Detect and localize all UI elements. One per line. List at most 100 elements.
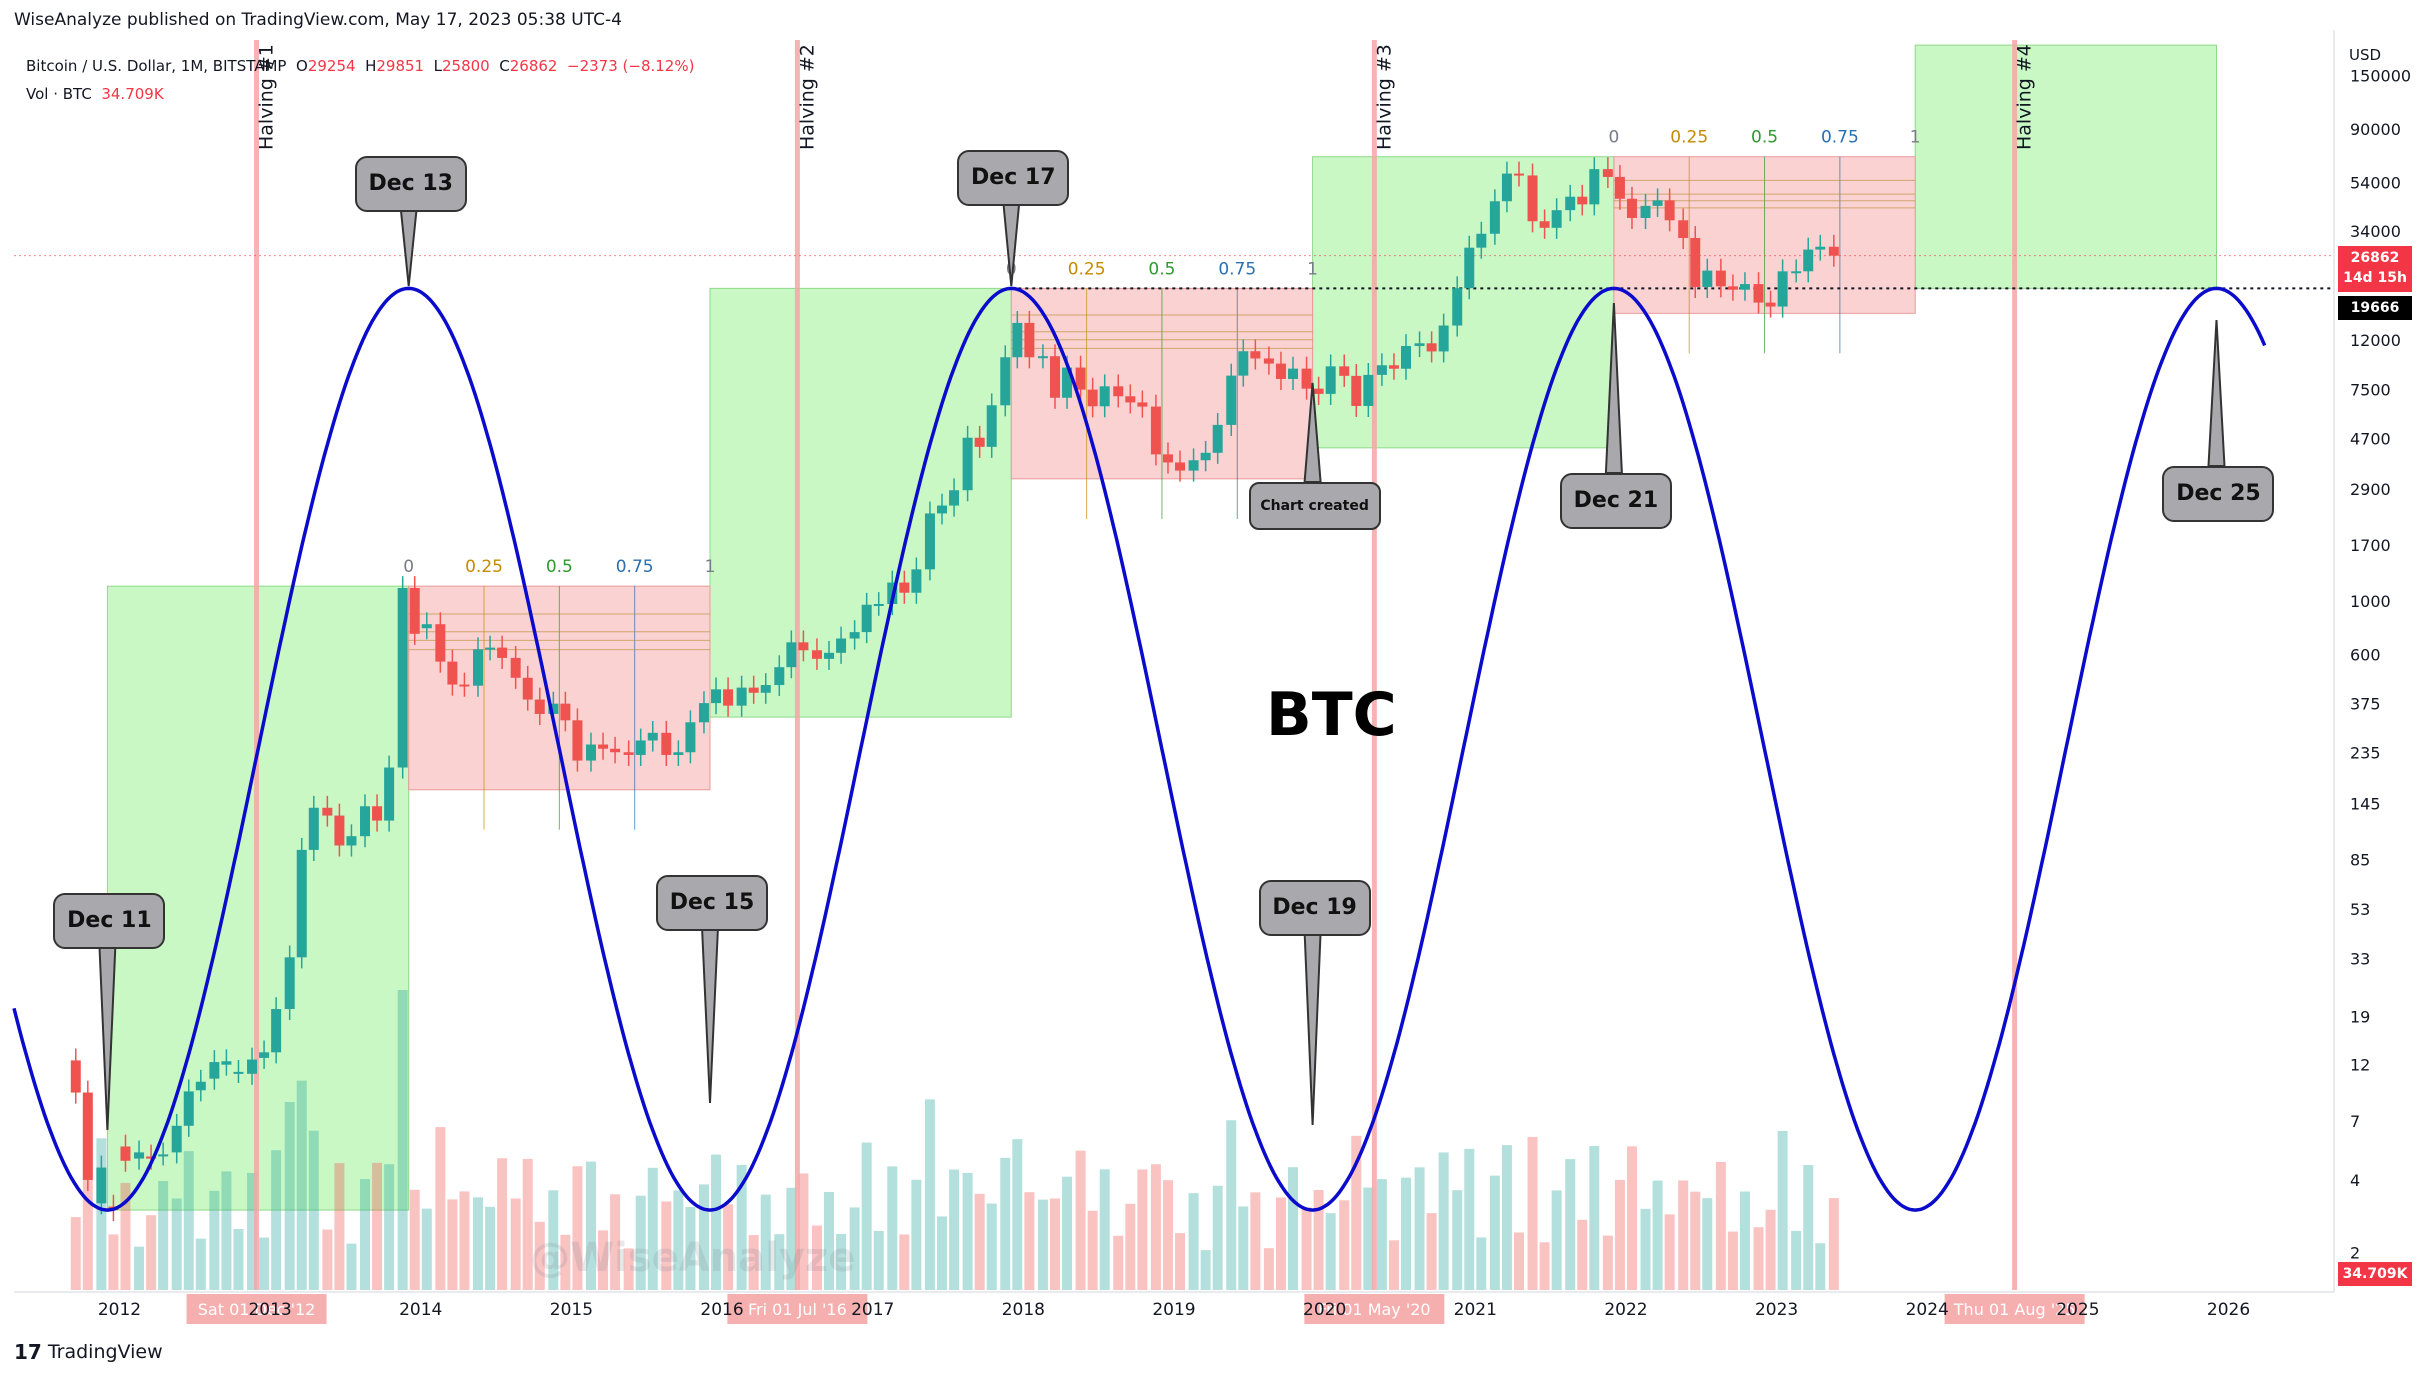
candle-body (1438, 325, 1449, 352)
volume-bar (861, 1142, 872, 1290)
candle-body (1527, 175, 1538, 222)
candle-body (1388, 365, 1399, 369)
candle-body (534, 699, 545, 714)
x-tick-label: 2017 (851, 1300, 894, 1320)
candle-body (1765, 302, 1776, 307)
fib-label-1-3: 0.75 (1218, 259, 1256, 279)
volume-bar (1678, 1180, 1689, 1290)
bull-zone-2 (1312, 156, 1615, 449)
halving-date-badge-3 (1304, 1294, 1445, 1324)
volume-bar (661, 1201, 672, 1290)
y-tick-label: 375 (2350, 695, 2381, 714)
countdown-value: 14d 15h (2343, 270, 2407, 286)
volume-bar (1313, 1189, 1324, 1290)
volume-bar (760, 1194, 771, 1290)
volume-bar (360, 1179, 371, 1290)
x-tick-label: 2012 (98, 1300, 141, 1320)
volume-bar (1275, 1197, 1286, 1290)
volume-bar (1753, 1227, 1764, 1290)
y-tick-label: 2 (2350, 1244, 2360, 1263)
y-tick-label: 85 (2350, 850, 2370, 869)
candle-body (1226, 375, 1237, 425)
candle-body (1426, 343, 1437, 352)
y-tick-label: 4 (2350, 1171, 2360, 1190)
volume-bar (1049, 1198, 1060, 1290)
volume-bar (346, 1243, 357, 1290)
candle-body (158, 1154, 169, 1157)
y-tick-label: 7 (2350, 1112, 2360, 1131)
volume-bar (1501, 1145, 1512, 1290)
tradingview-logo[interactable]: 17 TradingView (14, 1340, 163, 1364)
candle-body (647, 732, 658, 741)
candle-body (1626, 198, 1637, 218)
volume-bar (1702, 1198, 1713, 1290)
candle-body (1075, 367, 1086, 390)
candle-body (1539, 221, 1550, 228)
y-tick-label: 150000 (2350, 66, 2411, 85)
x-tick-label: 2015 (550, 1300, 593, 1320)
candle-body (510, 657, 521, 678)
candle-body (1175, 462, 1186, 471)
symbol-label: Bitcoin / U.S. Dollar, 1M, BITSTAMP (26, 57, 287, 75)
candle-body (171, 1125, 182, 1153)
volume-bar (1137, 1169, 1148, 1290)
candle-body (685, 722, 696, 753)
candle-body (1652, 200, 1663, 206)
callout-pointer-6 (2207, 319, 2226, 467)
open-value: 29254 (307, 57, 356, 75)
candle-body (1614, 176, 1625, 199)
fib-label-0-3: 0.75 (616, 557, 654, 577)
volume-bar (171, 1198, 182, 1290)
volume-bar (1000, 1157, 1011, 1290)
callout-dec-25: Dec 25 (2162, 466, 2275, 522)
x-tick-label: 2013 (248, 1300, 291, 1320)
volume-bar (134, 1246, 145, 1290)
candle-body (1125, 396, 1136, 403)
candle-body (1313, 388, 1324, 394)
candle-body (1753, 284, 1764, 303)
volume-bar (158, 1181, 169, 1290)
candle-body (1464, 247, 1475, 289)
candle-body (1012, 322, 1023, 358)
volume-bar (1577, 1219, 1588, 1290)
volume-bar (459, 1191, 470, 1290)
current-price-tag: 26862 14d 15h (2338, 246, 2412, 292)
candle-body (334, 815, 345, 846)
y-tick-label: 4700 (2350, 429, 2391, 448)
volume-bar (873, 1230, 884, 1290)
y-tick-label: 12 (2350, 1056, 2370, 1075)
volume-bar (560, 1234, 571, 1290)
volume-bar (1777, 1130, 1788, 1290)
volume-bar (911, 1179, 922, 1290)
callout-pointer-4 (1303, 931, 1322, 1126)
volume-bar (887, 1166, 898, 1290)
halving-date-label-4: Thu 01 Aug '25 (1953, 1300, 2076, 1319)
volume-bar (623, 1248, 634, 1290)
volume-bar (1024, 1192, 1035, 1290)
fib-label-0-0: 0 (403, 557, 414, 577)
callout-pointer-2 (700, 926, 720, 1104)
volume-bar (610, 1194, 621, 1290)
y-tick-label: 12000 (2350, 331, 2401, 350)
candle-body (1565, 196, 1576, 211)
candle-body (1376, 365, 1387, 375)
callout-dec-15: Dec 15 (656, 875, 768, 931)
candle-body (146, 1156, 157, 1159)
tradingview-logo-icon: 17 (14, 1340, 42, 1364)
volume-bar (1363, 1187, 1374, 1290)
volume-bar (1791, 1230, 1802, 1290)
candle-body (560, 703, 571, 721)
volume-bar (1513, 1232, 1524, 1290)
candle-body (1678, 220, 1689, 238)
volume-value: 34.709K (101, 85, 164, 103)
volume-bar (1565, 1159, 1576, 1290)
fib-label-2-4: 1 (1910, 128, 1921, 148)
candle-body (1489, 201, 1500, 234)
callout-pointer-1 (399, 207, 418, 287)
candle-body (798, 642, 809, 651)
halving-label-1: Halving #1 (256, 44, 278, 150)
x-tick-label: 2023 (1755, 1300, 1798, 1320)
volume-bar (736, 1164, 747, 1290)
volume-bar (409, 1189, 420, 1290)
